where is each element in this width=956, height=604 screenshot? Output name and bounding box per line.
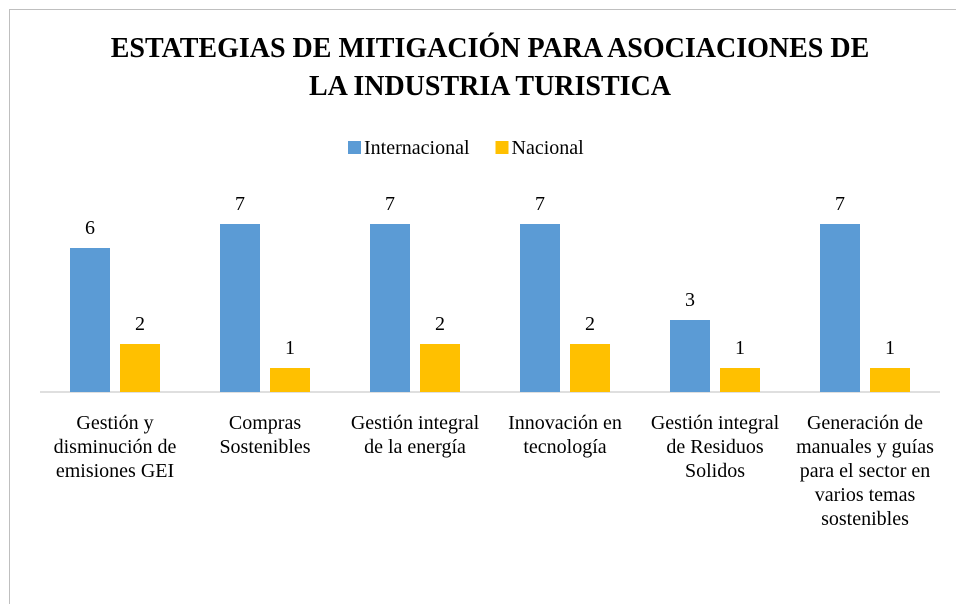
chart-title: ESTATEGIAS DE MITIGACIÓN PARA ASOCIACION… [110, 33, 870, 102]
data-label: 1 [885, 337, 895, 359]
chart-frame [9, 9, 956, 604]
legend-swatch [495, 141, 509, 154]
data-label: 7 [235, 193, 245, 215]
data-label: 1 [285, 337, 295, 359]
data-label: 2 [135, 313, 145, 335]
x-tick-label: Generación de manuales y guías para el s… [796, 412, 934, 530]
legend-label: Internacional [364, 137, 470, 159]
data-label: 1 [735, 337, 745, 359]
x-tick-label: Gestión integral de Residuos Solidos [650, 412, 780, 482]
data-label: 2 [435, 313, 445, 335]
data-label: 7 [535, 193, 545, 215]
bar [70, 248, 110, 392]
x-tick-label: Gestión y disminución de emisiones GEI [53, 412, 177, 482]
bar [670, 320, 710, 392]
data-label: 7 [385, 193, 395, 215]
bar [520, 224, 560, 392]
bar [120, 344, 160, 392]
legend-swatch [348, 141, 361, 154]
x-tick-label: Innovación en tecnología [508, 412, 622, 458]
data-label: 6 [85, 217, 95, 239]
bar [820, 224, 860, 392]
data-label: 2 [585, 313, 595, 335]
bar [570, 344, 610, 392]
data-label: 3 [685, 289, 695, 311]
bar [720, 368, 760, 392]
bar [370, 224, 410, 392]
bar [270, 368, 310, 392]
x-tick-label: Compras Sostenibles [219, 412, 311, 458]
bar [220, 224, 260, 392]
bar [870, 368, 910, 392]
bar [420, 344, 460, 392]
data-label: 7 [835, 193, 845, 215]
legend-label: Nacional [512, 137, 585, 159]
x-tick-label: Gestión integral de la energía [350, 412, 480, 458]
